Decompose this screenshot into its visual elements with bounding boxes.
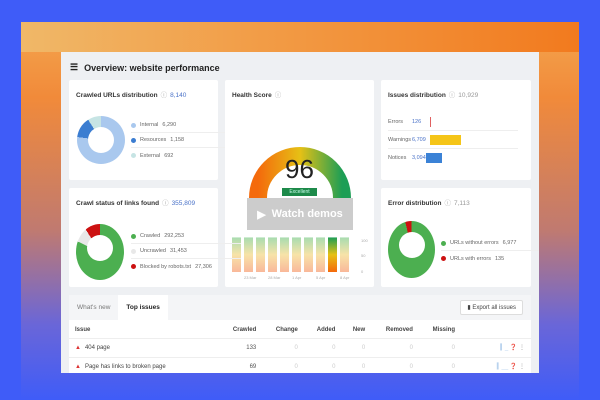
help-icon[interactable]: ⓘ xyxy=(444,200,451,207)
card-title: Crawl status of links found xyxy=(76,200,160,207)
sparkline-icon: ▍_ xyxy=(500,345,510,351)
y-tick: 0 xyxy=(361,269,364,274)
warning-icon: ▲ xyxy=(75,363,81,370)
issues-table: Issue Crawled Change Added New Removed Missing… xyxy=(69,322,531,373)
crawl-status-card: Crawl status of links found ⓘ 355,809 Craw… xyxy=(69,188,241,287)
trend-bar xyxy=(256,237,265,272)
title-text: Overview: website performance xyxy=(84,62,220,73)
legend-item: URLs with errors 135 xyxy=(441,251,539,266)
crawled-urls-donut xyxy=(77,116,125,164)
trend-bar xyxy=(304,237,313,272)
crawled-urls-card: Crawled URLs distribution ⓘ 8,140 Internal… xyxy=(69,80,241,180)
table-row[interactable]: ▲ 404 page 133 0 0 0 0 0 ▍_ ❓ ⋮ xyxy=(69,337,531,357)
help-icon[interactable]: ⓘ xyxy=(160,92,168,99)
tab-top-issues[interactable]: Top issues xyxy=(118,295,168,320)
menu-icon[interactable]: ☰ xyxy=(70,62,79,72)
card-total[interactable]: 8,140 xyxy=(170,92,187,99)
legend-item: External 692 xyxy=(131,148,241,163)
health-score-card: Health Score ⓘ 100 50 0 23 Mar 28 Mar 1 A… xyxy=(225,80,374,287)
play-icon: ▶ xyxy=(257,208,266,221)
crawl-status-donut xyxy=(76,224,124,280)
help-icon[interactable]: ⓘ xyxy=(162,200,169,207)
issues-distribution-card: Issues distribution ⓘ 10,929 Errors 126 War… xyxy=(381,80,531,180)
x-tick: 23 Mar xyxy=(244,275,257,280)
page-title: ☰ Overview: website performance xyxy=(70,62,220,73)
more-icon[interactable]: ⋮ xyxy=(519,345,525,351)
error-distribution-card: Error distribution ⓘ 7,113 URLs without er… xyxy=(381,188,539,287)
table-header: Issue Crawled Change Added New Removed Missing xyxy=(75,326,455,333)
more-icon[interactable]: ⋮ xyxy=(519,364,525,371)
issue-row-notices[interactable]: Notices 3,094 xyxy=(388,149,518,167)
card-title: Crawled URLs distribution xyxy=(76,92,158,99)
card-total[interactable]: 355,809 xyxy=(171,200,196,207)
trend-bars xyxy=(232,237,349,272)
help-icon[interactable]: ⓘ xyxy=(274,92,282,99)
x-tick: 5 Apr xyxy=(316,275,326,280)
document-icon: ▮ xyxy=(467,305,471,311)
health-gauge: 100 50 0 23 Mar 28 Mar 1 Apr 5 Apr 8 Apr xyxy=(232,147,368,280)
x-tick: 28 Mar xyxy=(268,275,281,280)
help-icon[interactable]: ⓘ xyxy=(448,92,456,99)
issues-section: What's new Top issues ▮ Export all issue… xyxy=(69,295,531,373)
sparkline-icon: ▍__ xyxy=(496,364,509,371)
tab-whats-new[interactable]: What's new xyxy=(77,304,111,311)
health-score-value: 96 xyxy=(285,154,314,184)
background-band xyxy=(21,22,579,52)
legend-item: Internal 6,290 xyxy=(131,118,241,133)
trend-bar xyxy=(328,237,337,272)
legend-item: Crawled 292,253 xyxy=(131,229,241,244)
table-row[interactable]: ▲ Page has links to broken page 69 0 0 0 0 0 ▍__… xyxy=(69,356,531,373)
issue-row-errors[interactable]: Errors 126 xyxy=(388,113,518,131)
trend-bar xyxy=(232,237,241,272)
help-icon[interactable]: ❓ xyxy=(509,345,518,351)
card-total: 10,929 xyxy=(458,92,479,99)
x-tick: 8 Apr xyxy=(340,275,350,280)
card-title: Error distribution xyxy=(388,200,442,207)
x-tick: 1 Apr xyxy=(292,275,302,280)
legend-item: URLs without errors 6,977 xyxy=(441,236,539,251)
gauge-arc xyxy=(249,147,351,199)
help-icon[interactable]: ❓ xyxy=(509,364,518,371)
legend-item: Resources 1,158 xyxy=(131,133,241,148)
card-title: Health Score xyxy=(232,92,272,99)
trend-bar xyxy=(244,237,253,272)
y-tick: 100 xyxy=(361,238,368,243)
score-badge: Excellent xyxy=(282,188,317,196)
trend-bar xyxy=(280,237,289,272)
card-title: Issues distribution xyxy=(388,92,446,99)
legend-item: Blocked by robots.txt 27,306 xyxy=(131,259,241,274)
card-total: 7,113 xyxy=(453,200,470,207)
y-tick: 50 xyxy=(361,253,366,258)
legend-item: Uncrawled 31,453 xyxy=(131,244,241,259)
issue-row-warnings[interactable]: Warnings 6,709 xyxy=(388,131,518,149)
error-distribution-donut xyxy=(388,221,435,278)
export-all-issues-button[interactable]: ▮ Export all issues xyxy=(460,300,523,315)
trend-bar xyxy=(268,237,277,272)
trend-bar xyxy=(316,237,325,272)
warning-icon: ▲ xyxy=(75,344,81,351)
watch-demos-button[interactable]: ▶ Watch demos xyxy=(247,198,353,230)
trend-bar xyxy=(340,237,349,272)
trend-bar xyxy=(292,237,301,272)
